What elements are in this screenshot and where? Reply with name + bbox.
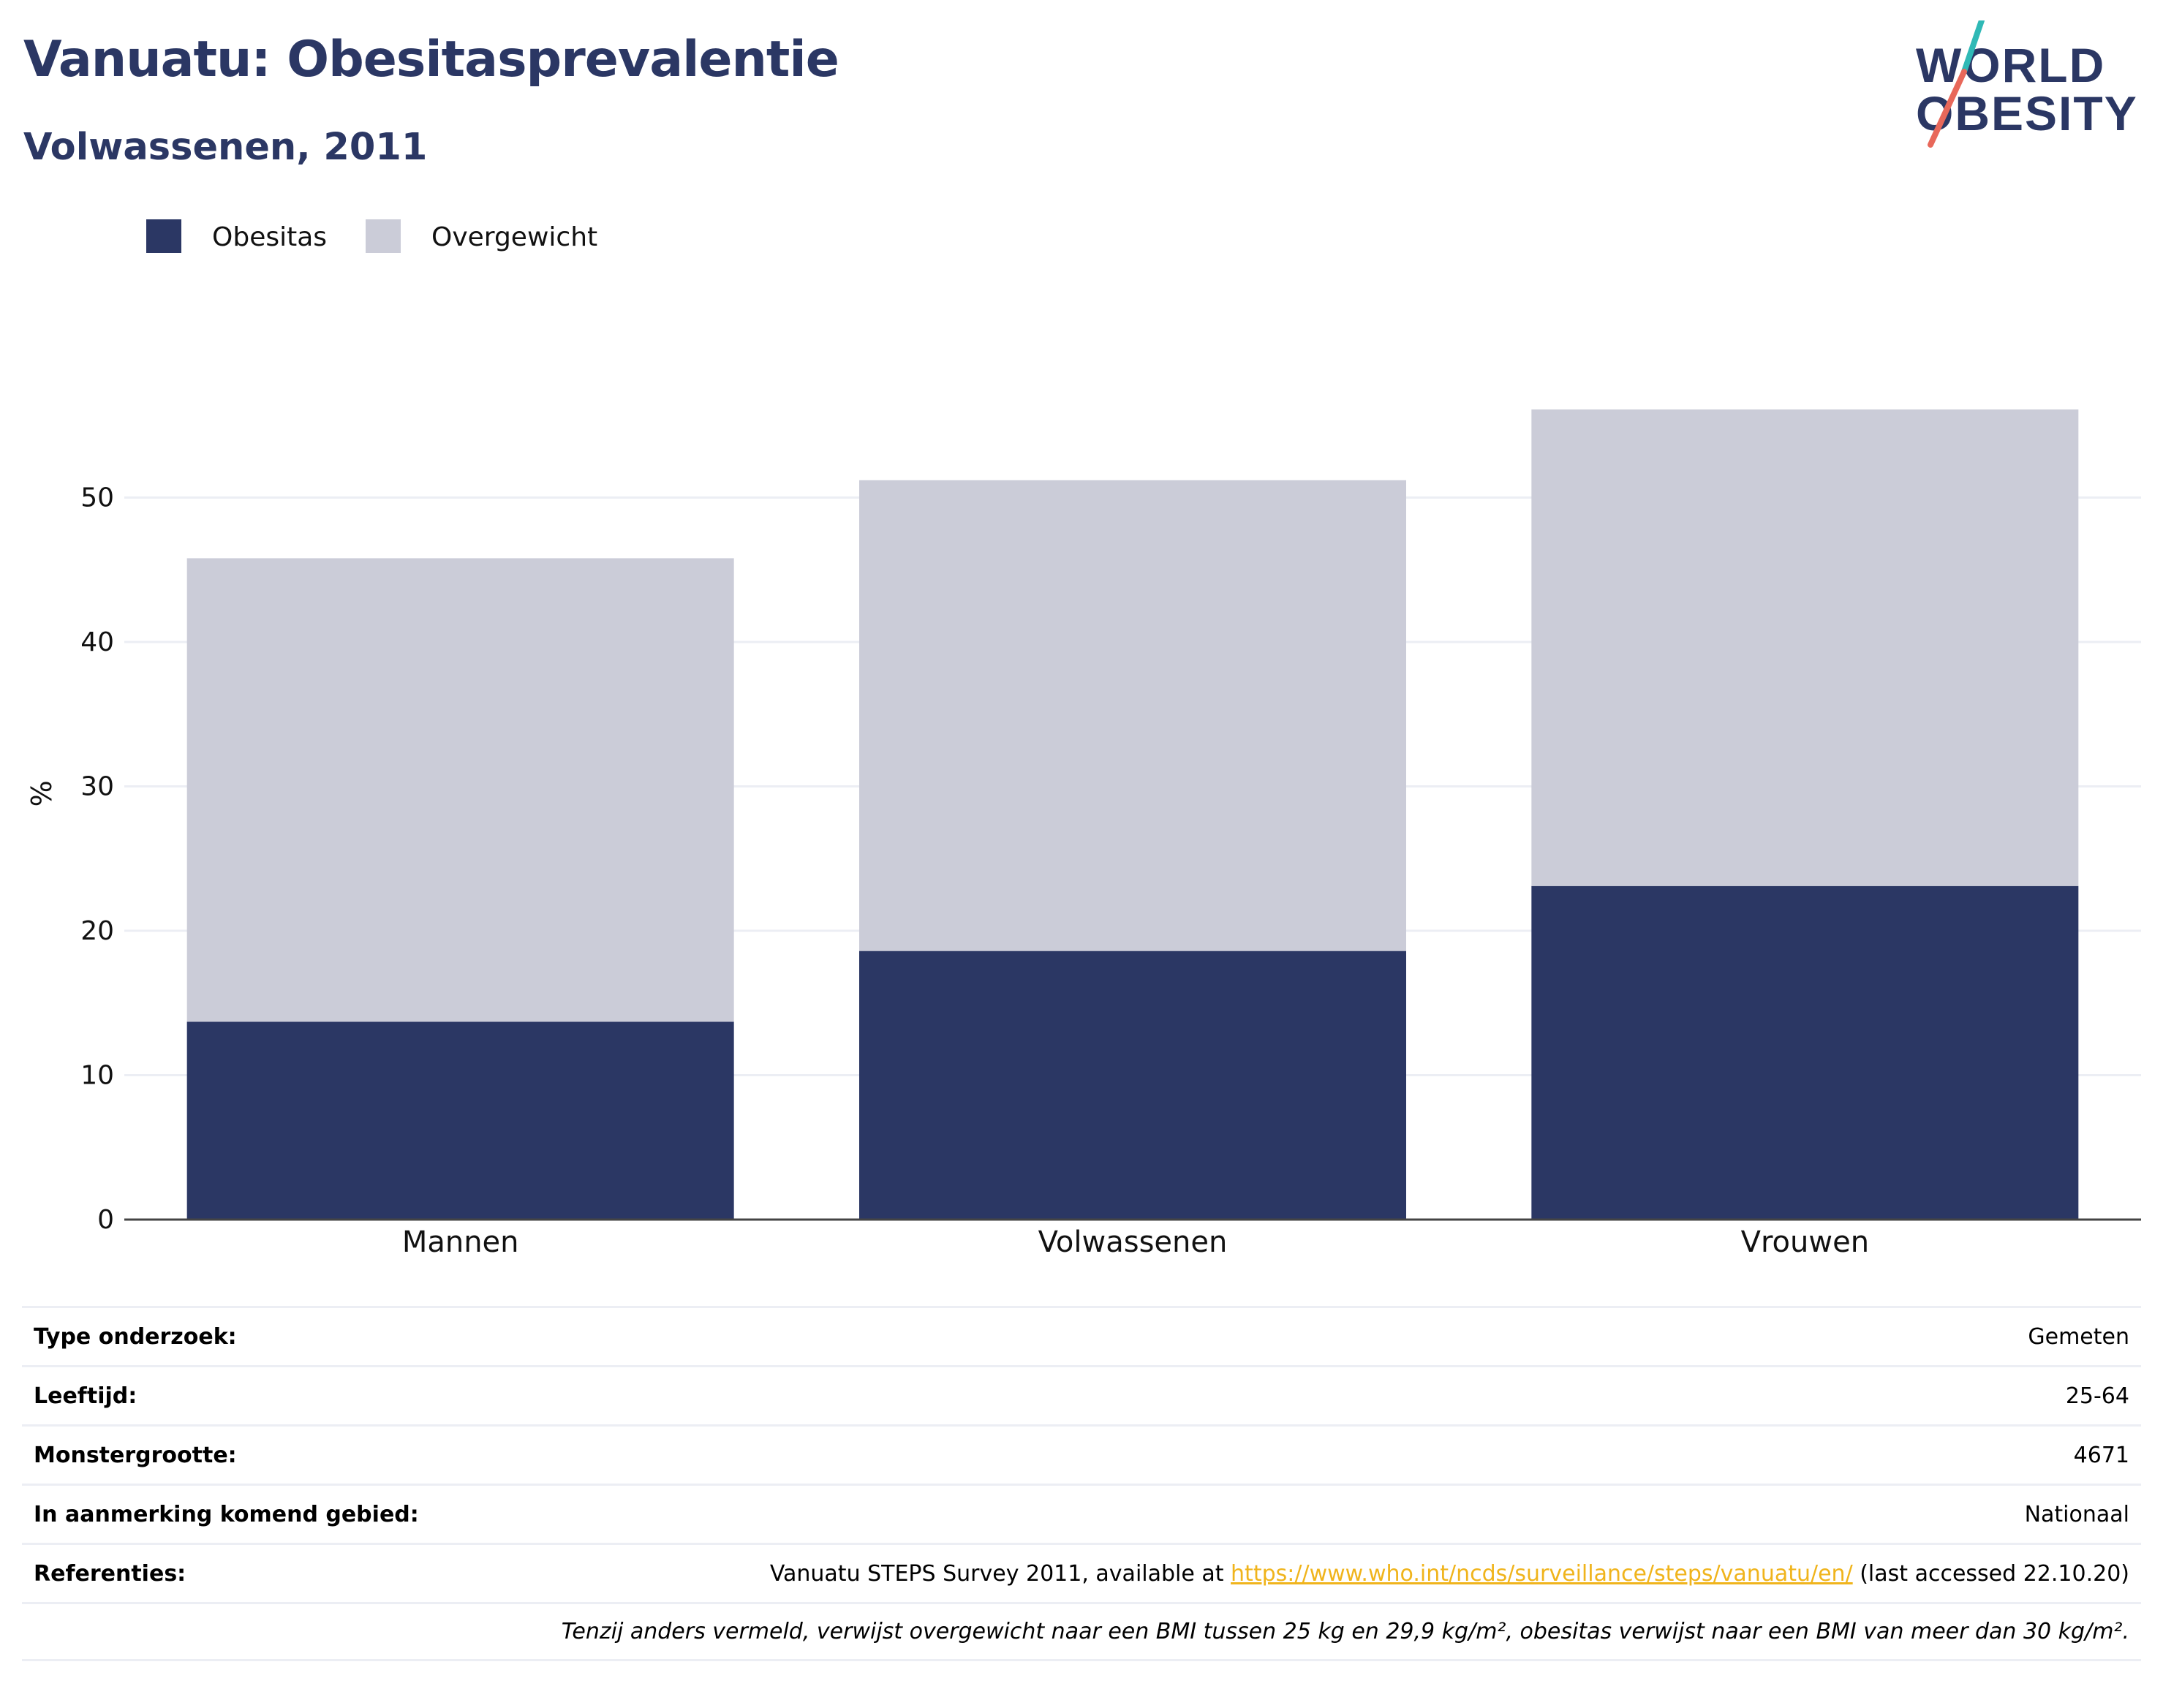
- y-tick-label: 10: [80, 1061, 114, 1091]
- legend-label: Overgewicht: [431, 222, 597, 252]
- bar-obesitas: [859, 951, 1406, 1220]
- references-value: Vanuatu STEPS Survey 2011, available at …: [770, 1561, 2129, 1587]
- bar-obesitas: [1531, 885, 2079, 1220]
- legend-swatch: [146, 219, 181, 253]
- references-text: Vanuatu STEPS Survey 2011, available at: [769, 1560, 1231, 1587]
- info-label: Leeftijd:: [34, 1383, 137, 1409]
- bar-overgewicht: [1531, 409, 2079, 886]
- info-table: Type onderzoek: Gemeten Leeftijd: 25-64 …: [22, 1306, 2141, 1661]
- legend-label: Obesitas: [212, 222, 327, 252]
- references-row: Referenties: Vanuatu STEPS Survey 2011, …: [22, 1543, 2141, 1602]
- y-axis-title: %: [26, 780, 58, 806]
- references-label: Referenties:: [34, 1560, 186, 1587]
- info-value: Gemeten: [2028, 1323, 2129, 1350]
- x-tick-label: Mannen: [402, 1225, 519, 1259]
- logo-slash-icon: [1928, 20, 1985, 148]
- info-value: 25-64: [2065, 1383, 2129, 1409]
- y-tick-label: 20: [80, 916, 114, 946]
- world-obesity-logo: WORLD OBESITY: [1901, 20, 2150, 152]
- y-tick-label: 0: [97, 1205, 114, 1235]
- info-label: Monstergrootte:: [34, 1442, 237, 1468]
- y-tick-label: 50: [80, 483, 114, 513]
- info-label: Type onderzoek:: [34, 1323, 237, 1350]
- info-value: Nationaal: [2024, 1501, 2129, 1527]
- footnote-row: Tenzij anders vermeld, verwijst overgewi…: [22, 1602, 2141, 1661]
- footnote: Tenzij anders vermeld, verwijst overgewi…: [561, 1619, 2129, 1644]
- references-accessed: (last accessed 22.10.20): [1852, 1560, 2129, 1587]
- info-row: In aanmerking komend gebied: Nationaal: [22, 1484, 2141, 1543]
- bar-chart: 0 10 20 30 40 50% Mannen Volwassenen Vrouwen Obes…: [26, 219, 2141, 1259]
- y-tick-label: 40: [80, 627, 114, 657]
- bar-overgewicht: [186, 558, 734, 1022]
- info-value: 4671: [2073, 1442, 2129, 1468]
- bar-obesitas: [186, 1021, 734, 1220]
- references-link[interactable]: https://www.who.int/ncds/surveillance/st…: [1231, 1560, 1853, 1587]
- logo-line-1: WORLD: [1916, 38, 2106, 92]
- chart-title: Vanuatu: Obesitasprevalentie: [23, 31, 839, 88]
- x-tick-label: Volwassenen: [1038, 1225, 1228, 1259]
- x-tick-label: Vrouwen: [1741, 1225, 1869, 1259]
- info-row: Type onderzoek: Gemeten: [22, 1306, 2141, 1365]
- legend-swatch: [366, 219, 401, 253]
- bar-overgewicht: [859, 480, 1406, 951]
- info-label: In aanmerking komend gebied:: [34, 1501, 419, 1527]
- chart-subtitle: Volwassenen, 2011: [23, 126, 428, 169]
- info-row: Leeftijd: 25-64: [22, 1365, 2141, 1424]
- y-tick-label: 30: [80, 772, 114, 802]
- info-row: Monstergrootte: 4671: [22, 1424, 2141, 1484]
